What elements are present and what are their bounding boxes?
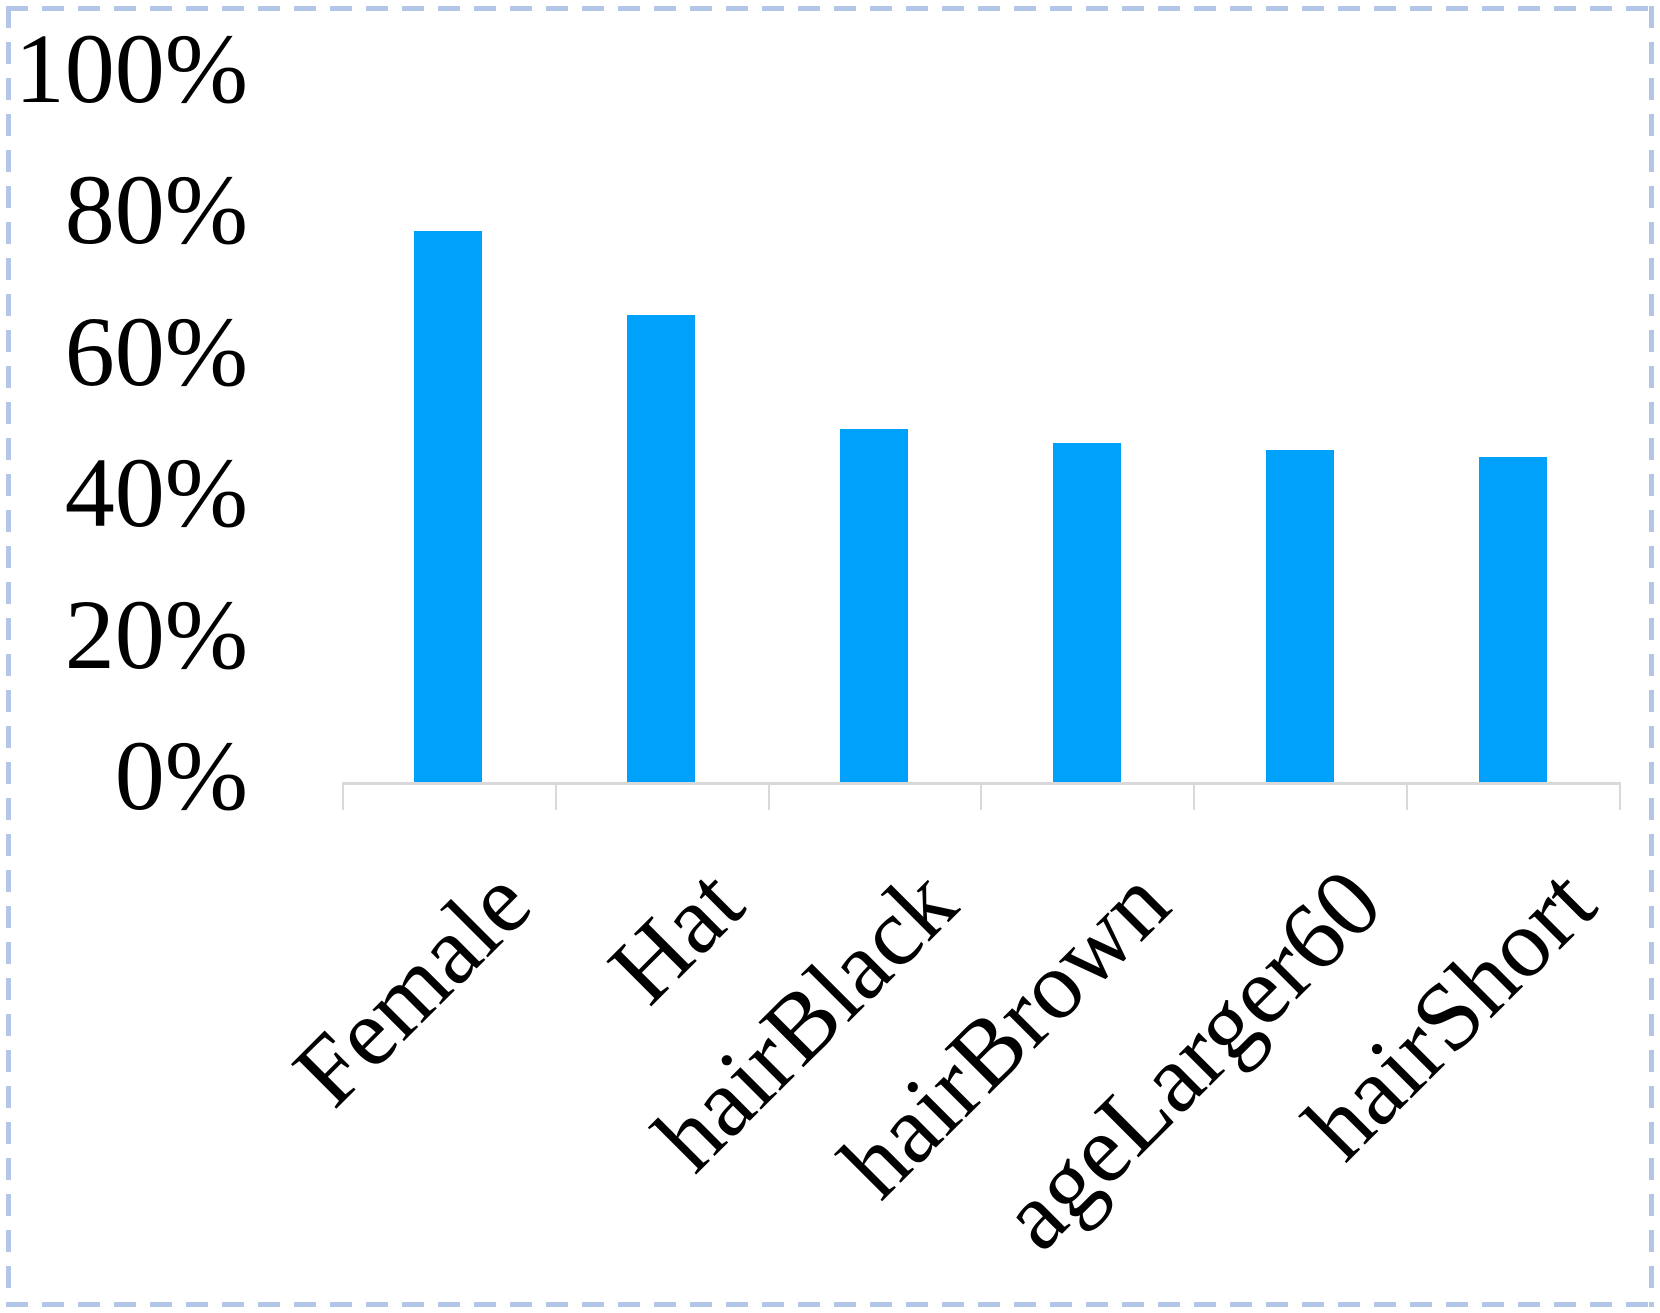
x-axis-tick <box>767 782 770 810</box>
x-axis-tick <box>1193 782 1196 810</box>
bar-hairBlack <box>840 428 909 782</box>
bar-hairBrown <box>1052 442 1121 782</box>
x-axis-category-label-Hat: Hat <box>588 848 764 1024</box>
bar-ageLarger60 <box>1265 449 1334 782</box>
dashed-border-bottom <box>6 1302 1654 1307</box>
y-axis-tick-label-80: 80% <box>64 154 248 266</box>
bar-hairShort <box>1478 456 1547 782</box>
y-axis-tick-label-20: 20% <box>64 578 248 690</box>
bar-Hat <box>627 315 696 782</box>
dashed-border-top <box>6 6 1654 11</box>
x-axis-tick <box>980 782 983 810</box>
bar-Female <box>414 230 483 782</box>
y-axis-tick-label-100: 100% <box>14 13 248 124</box>
x-axis-category-label-Female: Female <box>272 848 551 1127</box>
x-axis-tick <box>1618 782 1621 810</box>
y-axis-tick-label-0: 0% <box>114 720 248 831</box>
y-axis-tick-label-60: 60% <box>64 295 248 407</box>
y-axis-tick-label-40: 40% <box>64 437 248 549</box>
x-axis-tick <box>1406 782 1409 810</box>
x-axis-tick <box>554 782 557 810</box>
x-axis-tick <box>342 782 344 810</box>
dashed-border-left <box>6 6 11 1307</box>
dashed-border-right <box>1649 6 1654 1307</box>
